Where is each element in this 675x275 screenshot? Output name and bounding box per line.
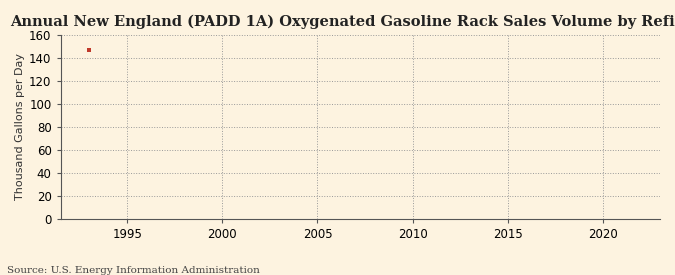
Y-axis label: Thousand Gallons per Day: Thousand Gallons per Day xyxy=(15,53,25,200)
Title: Annual New England (PADD 1A) Oxygenated Gasoline Rack Sales Volume by Refiners: Annual New England (PADD 1A) Oxygenated … xyxy=(10,15,675,29)
Text: Source: U.S. Energy Information Administration: Source: U.S. Energy Information Administ… xyxy=(7,266,260,275)
